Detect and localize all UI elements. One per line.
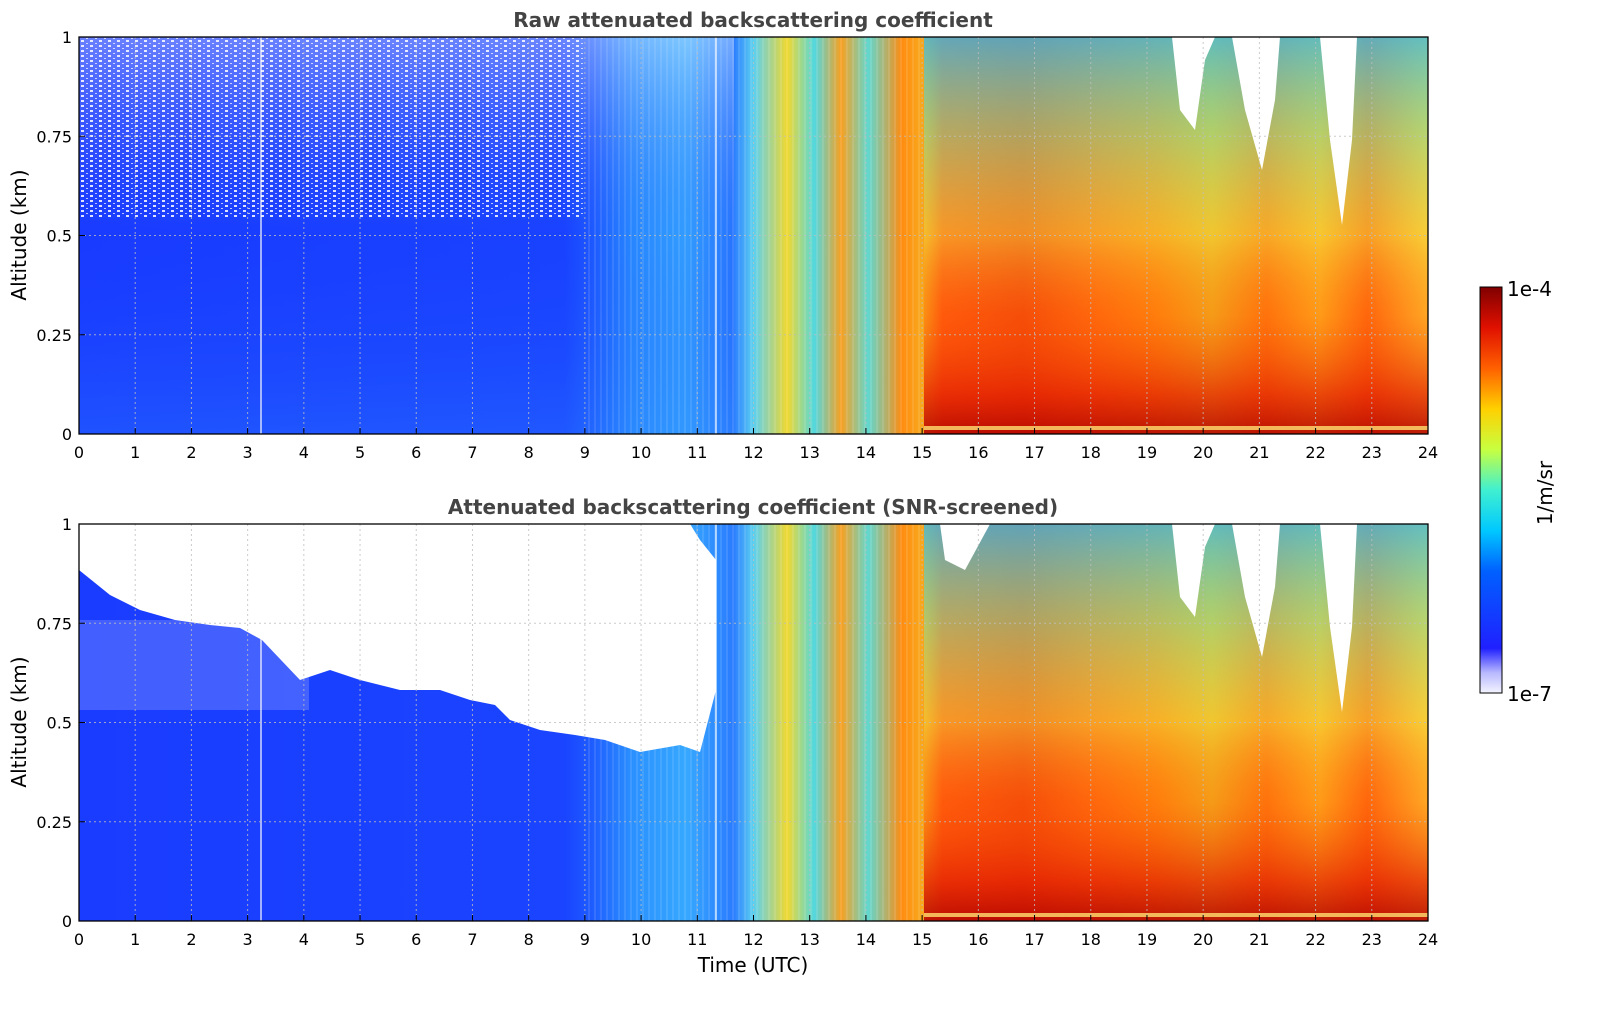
panel-raw-x-tick-label: 21 [1249,443,1269,462]
panel-raw-x-tick-label: 24 [1418,443,1438,462]
panel-screened-x-tick-label: 2 [186,930,196,949]
panel-screened-x-tick-label: 9 [580,930,590,949]
panel-screened-x-tick-label: 15 [912,930,932,949]
panel-raw-grid [79,37,1428,434]
panel-raw-x-tick-label: 23 [1362,443,1382,462]
panel-screened-x-tick-label: 8 [524,930,534,949]
panel-raw-x-tick-label: 1 [130,443,140,462]
panel-raw-x-tick-label: 13 [800,443,820,462]
panel-raw-x-tick-label: 12 [743,443,763,462]
panel-raw-y-axis: 0 0.25 0.5 0.75 1 [36,28,85,444]
colorbar-unit-label: 1/m/sr [1533,460,1557,525]
panel-raw-x-tick-label: 19 [1137,443,1157,462]
colorbar-max-label: 1e-4 [1507,277,1552,301]
panel-screened-x-tick-label: 19 [1137,930,1157,949]
panel-screened-x-tick-label: 13 [800,930,820,949]
panel-raw-x-tick-label: 8 [524,443,534,462]
panel-raw-title: Raw attenuated backscattering coefficien… [513,8,993,32]
panel-raw-y-tick-label: 0.75 [36,127,72,146]
panel-raw-x-tick-label: 16 [968,443,988,462]
panel-screened-y-tick-label: 0.25 [36,813,72,832]
panel-screened-x-tick-label: 1 [130,930,140,949]
panel-raw-x-tick-label: 11 [687,443,707,462]
panel-raw-y-tick-label: 0.25 [36,326,72,345]
panel-raw-x-tick-label: 7 [467,443,477,462]
panel-screened-y-tick-label: 1 [62,515,72,534]
panel-raw-y-tick-label: 0.5 [47,227,72,246]
panel-screened-x-tick-label: 6 [411,930,421,949]
panel-raw-x-tick-label: 22 [1305,443,1325,462]
panel-screened-y-tick-label: 0.5 [47,714,72,733]
panel-raw-x-tick-label: 9 [580,443,590,462]
panel-screened-x-tick-label: 21 [1249,930,1269,949]
panel-screened-title: Attenuated backscattering coefficient (S… [448,495,1058,519]
panel-screened: Attenuated backscattering coefficient (S… [7,495,1438,977]
panel-screened-x-tick-label: 22 [1305,930,1325,949]
panel-screened-x-tick-label: 4 [299,930,309,949]
panel-screened-x-tick-label: 0 [74,930,84,949]
panel-raw-x-tick-label: 15 [912,443,932,462]
panel-screened-grid [79,524,1428,921]
panel-raw-x-tick-label: 10 [631,443,651,462]
panel-raw-x-tick-label: 17 [1024,443,1044,462]
panel-screened-x-tick-label: 20 [1193,930,1213,949]
panel-raw-x-tick-label: 14 [856,443,876,462]
panel-screened-y-tick-label: 0 [62,912,72,931]
panel-screened-x-tick-label: 16 [968,930,988,949]
panel-raw-x-tick-label: 5 [355,443,365,462]
panel-screened-x-tick-label: 17 [1024,930,1044,949]
panel-screened-x-tick-label: 10 [631,930,651,949]
panel-raw-x-tick-label: 20 [1193,443,1213,462]
panel-raw-ylabel: Altitude (km) [7,169,31,300]
panel-screened-x-tick-label: 5 [355,930,365,949]
panel-screened-xlabel: Time (UTC) [697,953,809,977]
panel-raw-y-tick-label: 0 [62,425,72,444]
panel-screened-x-tick-label: 12 [743,930,763,949]
panel-raw-x-tick-label: 18 [1081,443,1101,462]
panel-screened-x-tick-label: 7 [467,930,477,949]
panel-raw-x-tick-label: 3 [243,443,253,462]
panel-raw-x-tick-label: 6 [411,443,421,462]
colorbar-min-label: 1e-7 [1507,682,1552,706]
panel-screened-x-tick-label: 14 [856,930,876,949]
panel-screened-y-axis: 0 0.25 0.5 0.75 1 [36,515,85,931]
panel-raw-x-tick-label: 4 [299,443,309,462]
panel-screened-x-tick-label: 24 [1418,930,1438,949]
panel-raw: Raw attenuated backscattering coefficien… [7,8,1438,462]
panel-screened-x-tick-label: 3 [243,930,253,949]
colorbar: 1e-4 1e-7 1/m/sr [1479,277,1557,706]
panel-screened-ylabel: Altitude (km) [7,656,31,787]
panel-raw-x-axis: 0 1 2 3 4 5 6 7 8 9 10 11 12 13 14 15 16 17 18 19 20 21 22 23 24 [74,428,1438,462]
panel-raw-x-tick-label: 2 [186,443,196,462]
panel-screened-x-tick-label: 11 [687,930,707,949]
panel-raw-y-tick-label: 1 [62,28,72,47]
panel-raw-x-tick-label: 0 [74,443,84,462]
panel-screened-x-tick-label: 18 [1081,930,1101,949]
panel-screened-y-tick-label: 0.75 [36,614,72,633]
panel-screened-x-axis: 0 1 2 3 4 5 6 7 8 9 10 11 12 13 14 15 16 17 18 19 20 21 22 23 24 [74,915,1438,949]
panel-screened-x-tick-label: 23 [1362,930,1382,949]
colorbar-scale [1479,286,1503,694]
